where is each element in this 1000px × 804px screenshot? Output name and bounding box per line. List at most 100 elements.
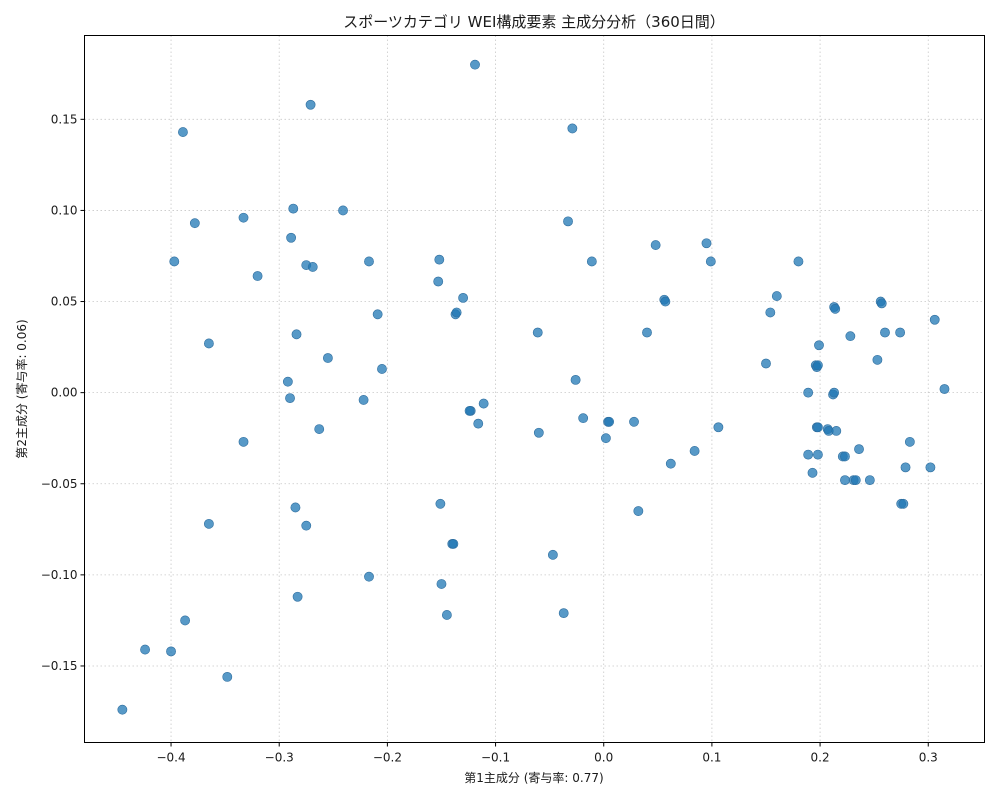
scatter-point — [713, 422, 724, 433]
data-points — [117, 59, 950, 715]
scatter-point — [166, 646, 176, 657]
scatter-point — [850, 475, 861, 486]
scatter-point — [372, 309, 383, 320]
scatter-point — [292, 591, 303, 602]
scatter-point — [203, 338, 214, 349]
x-tick-label: 0.2 — [811, 751, 830, 765]
scatter-point — [140, 644, 150, 655]
scatter-point — [238, 212, 249, 223]
scatter-point — [285, 393, 295, 404]
scatter-point — [665, 458, 676, 469]
scatter-point — [660, 296, 671, 307]
y-tick-label: 0.15 — [51, 112, 78, 126]
scatter-point — [290, 502, 301, 513]
scatter-point — [771, 291, 782, 301]
y-tick-label: 0.00 — [51, 386, 78, 400]
scatter-point — [470, 59, 480, 70]
scatter-point — [633, 506, 644, 516]
scatter-point — [840, 475, 850, 486]
scatter-point — [464, 405, 475, 416]
scatter-point — [314, 424, 325, 434]
scatter-point — [813, 449, 823, 460]
scatter-point — [563, 216, 573, 227]
scatter-point — [689, 446, 700, 456]
scatter-point — [904, 436, 915, 447]
scatter-point — [854, 444, 864, 455]
scatter-point — [558, 608, 569, 619]
scatter-point — [322, 353, 333, 363]
scatter-point — [840, 451, 850, 462]
scatter-point — [338, 205, 348, 216]
scatter-point — [830, 303, 841, 314]
scatter-point — [813, 360, 823, 371]
scatter-point — [895, 327, 906, 338]
scatter-point — [252, 271, 263, 281]
plot-frame — [84, 35, 985, 743]
scatter-point — [433, 276, 444, 287]
scatter-point — [872, 354, 883, 365]
scatter-point — [642, 327, 652, 338]
scatter-point — [765, 307, 776, 318]
y-tick-label: −0.10 — [41, 568, 78, 582]
scatter-point — [441, 610, 452, 620]
scatter-point — [925, 462, 936, 473]
scatter-point — [478, 398, 489, 409]
scatter-point — [238, 436, 249, 447]
scatter-point — [436, 579, 447, 589]
scatter-point — [701, 238, 712, 249]
x-tick-label: −0.2 — [373, 751, 402, 765]
x-tick-label: 0.1 — [702, 751, 721, 765]
y-tick-label: −0.05 — [41, 477, 78, 491]
scatter-point — [473, 418, 484, 429]
scatter-point — [629, 416, 639, 427]
scatter-point — [929, 314, 940, 325]
scatter-point — [377, 364, 387, 374]
scatter-point — [829, 387, 840, 398]
scatter-point — [898, 498, 909, 509]
scatter-point — [567, 123, 578, 134]
x-tick-label: 0.3 — [919, 751, 938, 765]
scatter-point — [864, 475, 875, 486]
x-tick-label: −0.1 — [481, 751, 510, 765]
scatter-point — [222, 672, 233, 682]
scatter-point — [305, 99, 316, 110]
x-tick-label: −0.4 — [156, 751, 185, 765]
scatter-point — [307, 262, 318, 272]
scatter-point — [570, 374, 581, 385]
y-tick-label: 0.05 — [51, 295, 78, 309]
scatter-point — [358, 395, 369, 405]
grid-lines — [84, 35, 985, 743]
scatter-point — [814, 340, 824, 351]
scatter-point — [533, 427, 544, 438]
scatter-point — [282, 376, 293, 387]
scatter-point — [876, 298, 887, 309]
scatter-point — [364, 571, 374, 582]
scatter-point — [880, 327, 890, 338]
scatter-point — [203, 518, 214, 529]
chart-title: スポーツカテゴリ WEI構成要素 主成分分析（360日間） — [343, 13, 725, 31]
scatter-point — [434, 254, 445, 265]
scatter-point — [793, 256, 804, 267]
scatter-point — [831, 426, 842, 436]
x-tick-label: −0.3 — [265, 751, 294, 765]
scatter-point — [435, 498, 446, 509]
y-axis-label: 第2主成分 (寄与率: 0.06) — [14, 319, 29, 458]
scatter-point — [451, 307, 462, 318]
scatter-point — [178, 127, 188, 137]
scatter-point — [117, 704, 128, 715]
y-axis-ticks: −0.15 −0.10 −0.05 0.00 0.05 0.10 0.15 — [41, 112, 85, 673]
scatter-point — [547, 549, 558, 560]
scatter-point — [845, 331, 856, 342]
x-axis-ticks: −0.4 −0.3 −0.2 −0.1 0.0 0.1 0.2 0.3 — [156, 742, 938, 765]
scatter-point — [364, 256, 374, 267]
x-axis-label: 第1主成分 (寄与率: 0.77) — [464, 770, 603, 785]
scatter-point — [532, 327, 543, 338]
scatter-point — [301, 520, 312, 531]
scatter-point — [803, 449, 814, 460]
scatter-point — [291, 329, 302, 340]
scatter-point — [578, 413, 589, 424]
scatter-point — [169, 256, 180, 267]
scatter-point — [705, 256, 716, 267]
scatter-point — [288, 203, 299, 214]
